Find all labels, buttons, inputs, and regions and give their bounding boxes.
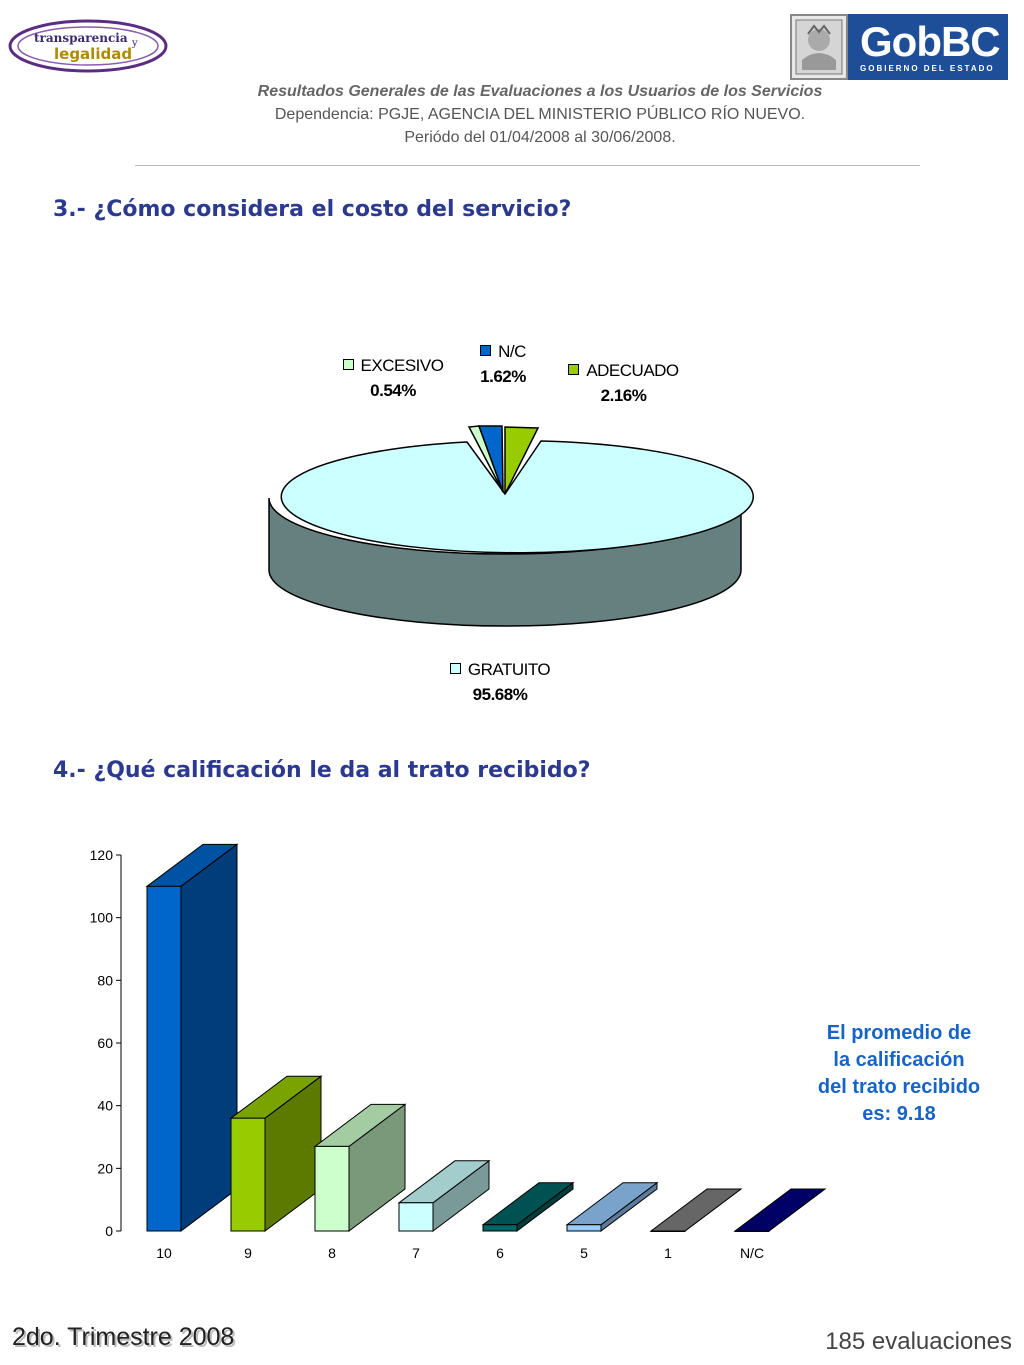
logo-text-line2: legalidad: [54, 45, 132, 63]
report-title: Resultados Generales de las Evaluaciones…: [257, 83, 823, 100]
bar-side-10: [180, 843, 238, 1232]
legend-swatch-nc: [480, 345, 492, 356]
x-tick-label: 8: [328, 1245, 336, 1261]
note-line-2: la calificación: [833, 1049, 965, 1071]
legend-swatch-excesivo: [342, 359, 354, 370]
x-tick-label: 10: [156, 1245, 172, 1261]
pie-label-gratuito: GRATUITO 95.68%: [430, 660, 570, 705]
state-seal-icon: [790, 14, 848, 80]
logo-text-line1: transparencia: [34, 31, 128, 45]
y-tick-label: 20: [97, 1160, 113, 1176]
pie-slice-adecuado: [504, 426, 540, 495]
x-tick-label: 1: [664, 1245, 672, 1261]
question-3-heading: 3.- ¿Cómo considera el costo del servici…: [53, 197, 572, 222]
pie-slice-gratuito: [280, 440, 754, 554]
y-tick-label: 40: [97, 1098, 113, 1114]
y-tick-label: 80: [97, 972, 113, 988]
report-dependency: Dependencia: PGJE, AGENCIA DEL MINISTERI…: [274, 106, 806, 123]
pie-label-nc-value: 1.62%: [480, 367, 526, 386]
pie-label-adecuado-value: 2.16%: [600, 386, 647, 405]
gobbc-brand: GobBC GOBIERNO DEL ESTADO: [848, 14, 1008, 80]
y-tick-label: 60: [97, 1035, 113, 1051]
x-tick-label: 7: [412, 1245, 420, 1261]
x-tick-label: 6: [496, 1245, 504, 1261]
pie-label-gratuito-value: 95.68%: [472, 685, 528, 704]
pie-label-gratuito-name: GRATUITO: [467, 660, 551, 679]
bar-7: [398, 1202, 434, 1232]
pie-label-excesivo-name: EXCESIVO: [360, 356, 444, 375]
x-tick-label: 5: [580, 1245, 588, 1261]
bar-9: [230, 1117, 266, 1232]
footer-quarter: 2do. Trimestre 2008: [12, 1323, 235, 1351]
question-4-heading: 4.- ¿Qué calificación le da al trato rec…: [53, 758, 591, 783]
y-tick-label: 100: [90, 910, 114, 926]
logo-text-conj: y: [131, 38, 138, 49]
legend-swatch-gratuito: [449, 663, 461, 674]
x-tick-label: N/C: [740, 1245, 764, 1261]
bar-5: [566, 1224, 602, 1232]
bar-chart-svg: 0 20 40 60 80 100 120 10 9 8 7 6 5 1 N/C: [90, 843, 827, 1261]
bar-top-1: [649, 1188, 743, 1232]
pie-label-excesivo-value: 0.54%: [370, 381, 416, 400]
average-rating-note: El promedio de la calificación del trato…: [795, 1020, 1003, 1128]
pie-label-excesivo: EXCESIVO 0.54%: [333, 356, 453, 401]
transparencia-logo: transparencia y legalidad: [6, 14, 171, 78]
pie-slice-gratuito-side: [268, 497, 742, 627]
y-tick-label: 0: [105, 1223, 113, 1239]
gobbc-brand-tagline: GOBIERNO DEL ESTADO: [860, 64, 995, 73]
note-line-1: El promedio de: [826, 1022, 972, 1044]
bar-8: [314, 1145, 350, 1232]
pie-label-nc-name: N/C: [498, 342, 526, 361]
treatment-bar-chart: 0 20 40 60 80 100 120 10 9 8 7 6 5 1 N/C: [0, 830, 1024, 1270]
x-tick-label: 9: [244, 1245, 252, 1261]
gobbc-brand-name: GobBC: [860, 18, 1001, 65]
bar-1: [650, 1230, 686, 1232]
header-divider: [135, 165, 920, 166]
y-tick-label: 120: [90, 847, 114, 863]
note-line-3: del trato recibido: [817, 1076, 981, 1098]
footer-evaluations-count: 185 evaluaciones: [825, 1328, 1012, 1355]
legend-swatch-adecuado: [568, 364, 580, 375]
bar-top-N/C: [733, 1188, 827, 1232]
note-line-4: es: 9.18: [862, 1103, 936, 1125]
bar-N/C: [734, 1230, 770, 1232]
pie-label-nc: N/C 1.62%: [458, 342, 548, 387]
report-period: Periódo del 01/04/2008 al 30/06/2008.: [404, 129, 676, 146]
pie-slice-nc: [477, 425, 504, 493]
bar-6: [482, 1224, 518, 1232]
pie-label-adecuado-name: ADECUADO: [586, 361, 679, 380]
gobbc-logo: GobBC GOBIERNO DEL ESTADO: [790, 14, 1008, 80]
pie-label-adecuado: ADECUADO 2.16%: [556, 361, 691, 406]
bar-10: [146, 885, 182, 1232]
